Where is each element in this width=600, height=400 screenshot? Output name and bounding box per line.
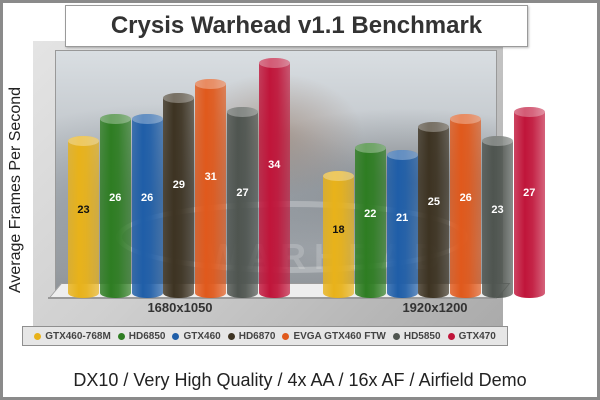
bar-cap [354,142,386,153]
bar: 34 [258,57,290,298]
y-axis-label: Average Frames Per Second [7,86,24,294]
chart-subtitle: DX10 / Very High Quality / 4x AA / 16x A… [73,370,527,390]
bar-cap [450,114,482,125]
legend-dot-icon [172,332,180,340]
legend-item: HD6850 [117,331,165,342]
bar-cap [258,57,290,68]
data-label: 23 [491,203,504,216]
legend-item: GTX470 [447,331,496,342]
bar-cap [227,107,258,118]
bar-cap [195,79,227,90]
bar: 23 [482,135,513,298]
data-label: 21 [395,212,409,224]
legend-dot-icon [34,332,42,340]
bar-cap [163,93,195,104]
legend-item: GTX460-768M [34,331,111,342]
bar: 27 [227,107,258,298]
bar: 29 [163,93,195,298]
legend-dot-icon [282,332,290,340]
data-label: 34 [268,158,281,171]
bar: 21 [386,149,418,298]
chart-title-box: Crysis Warhead v1.1 Benchmark [65,5,528,47]
bar: 26 [131,114,163,298]
data-label: 29 [172,179,186,192]
data-label: 26 [459,191,472,204]
bar-cap [323,170,354,181]
legend-dot-icon [392,332,400,340]
bar-cap [482,135,513,146]
bar: 26 [99,114,131,298]
data-label: 18 [332,224,345,237]
data-label: 27 [236,187,249,200]
chart-title: Crysis Warhead v1.1 Benchmark [110,12,483,39]
bar-cap [513,107,545,118]
legend: GTX460-768M HD6850 GTX460 HD6870 EVGA GT… [22,326,508,346]
data-label: 31 [204,171,217,184]
bar-cap [386,149,418,160]
bar: 23 [68,135,99,298]
bar-cap [99,114,131,125]
legend-dot-icon [447,332,455,340]
legend-dot-icon [117,332,125,340]
legend-item: EVGA GTX460 FTW [282,331,386,342]
bar: 22 [354,142,386,298]
data-label: 23 [77,203,90,216]
category-label: 1920x1200 [402,300,468,315]
bar-cap [418,121,450,132]
bar: 31 [195,79,227,298]
bar-cap [131,114,163,125]
data-label: 26 [109,191,122,204]
bar: 18 [323,170,354,298]
legend-item: HD5850 [392,331,441,342]
bar: 25 [418,121,450,298]
legend-dot-icon [227,332,235,340]
legend-item: GTX460 [172,331,221,342]
data-label: 25 [427,195,441,208]
bar-cap [68,135,99,146]
category-label: 1680x1050 [147,300,213,315]
legend-item: HD6870 [227,331,275,342]
chart-floor-edge [48,297,495,299]
data-label: 22 [364,207,377,220]
bar: 27 [513,107,545,298]
bar: 26 [450,114,482,298]
data-label: 26 [140,191,154,204]
data-label: 27 [523,187,536,200]
